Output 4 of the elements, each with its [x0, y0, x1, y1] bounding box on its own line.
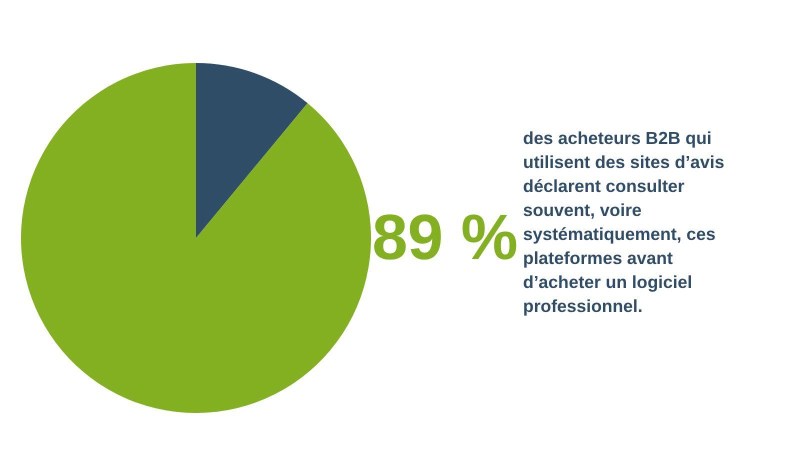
- pie-slice: [21, 63, 371, 413]
- pie-slice: [196, 63, 308, 238]
- data-label: 89 %: [372, 201, 518, 273]
- text: des acheteurs B2B qui utilisent des sites d’avis déclarent consulter souvent, voire systématiquement, ces plateformes avant d’acheter un logiciel professionnel.: [523, 128, 725, 316]
